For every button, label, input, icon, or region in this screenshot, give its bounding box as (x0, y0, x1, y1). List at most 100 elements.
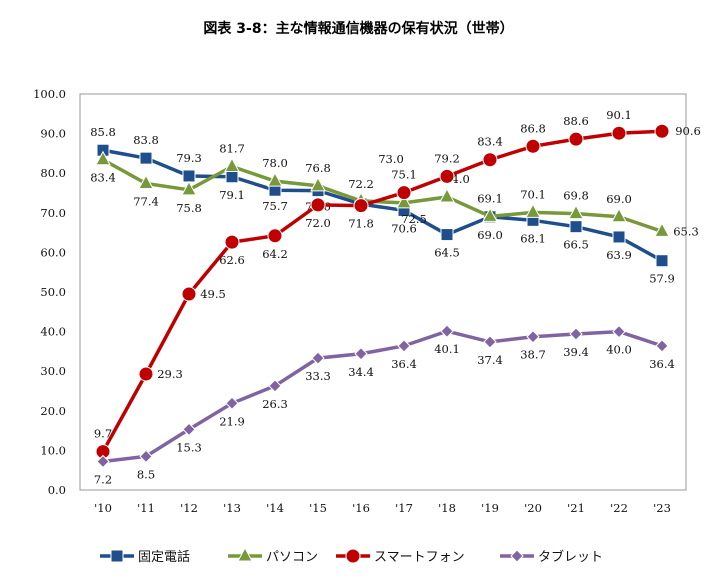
data-label: 90.6 (675, 124, 701, 138)
data-label: 57.9 (649, 272, 675, 286)
data-point (655, 339, 669, 353)
data-label: 68.1 (520, 231, 546, 245)
data-point (396, 193, 412, 209)
x-tick-label: '16 (352, 501, 370, 515)
data-label: 70.6 (391, 221, 417, 235)
data-label: 39.4 (563, 345, 589, 359)
data-label: 75.1 (391, 168, 417, 182)
legend-label: 固定電話 (138, 549, 190, 565)
y-tick-label: 50.0 (40, 285, 66, 299)
data-point (139, 151, 153, 165)
x-tick-label: '21 (567, 501, 585, 515)
data-point (440, 324, 454, 338)
x-tick-label: '20 (524, 501, 542, 515)
series-line (102, 148, 663, 263)
data-point (510, 549, 524, 563)
data-label: 34.4 (348, 365, 374, 379)
data-point (569, 220, 583, 234)
data-point (181, 286, 197, 302)
data-point (611, 125, 627, 141)
data-label: 69.0 (606, 192, 632, 206)
legend-label: タブレット (538, 549, 603, 565)
data-point (655, 254, 669, 268)
data-label: 76.8 (305, 161, 331, 175)
data-label: 83.4 (477, 135, 503, 149)
data-label: 63.9 (606, 248, 632, 262)
data-label: 70.1 (520, 187, 546, 201)
data-label: 40.0 (606, 343, 632, 357)
y-tick-label: 0.0 (48, 483, 66, 497)
data-label: 69.8 (563, 189, 589, 203)
y-tick-label: 70.0 (40, 206, 66, 220)
data-point (138, 174, 154, 189)
y-tick-label: 100.0 (33, 87, 66, 101)
x-tick-label: '17 (395, 501, 413, 515)
x-tick-label: '18 (438, 501, 456, 515)
data-label: 29.3 (157, 367, 183, 381)
data-label: 49.5 (200, 287, 226, 301)
data-point (654, 222, 670, 237)
data-label: 79.2 (434, 151, 460, 165)
data-point (568, 131, 584, 147)
data-label: 72.0 (305, 216, 331, 230)
data-label: 88.6 (563, 114, 589, 128)
series-1: 83.477.4 75.881.778.0 76.873.072.574.069.1… (90, 141, 699, 238)
data-point (525, 203, 541, 218)
data-label: 15.3 (176, 440, 202, 454)
data-point (397, 339, 411, 353)
data-label: 69.1 (477, 191, 503, 205)
x-tick-label: '22 (610, 501, 628, 515)
legend-item: スマートフォン (336, 548, 465, 565)
data-point (139, 449, 153, 464)
data-point (568, 204, 584, 220)
data-point (267, 172, 283, 187)
x-tick-label: '23 (653, 501, 671, 515)
data-point (612, 230, 626, 244)
data-point (96, 454, 110, 469)
data-label: 66.5 (563, 238, 589, 252)
data-point (439, 187, 455, 203)
y-tick-label: 10.0 (40, 443, 66, 457)
legend-item: 固定電話 (100, 549, 190, 565)
plot-area (79, 93, 687, 491)
x-tick-label: '11 (137, 501, 155, 515)
data-point (396, 185, 412, 201)
legend-item: タブレット (500, 549, 603, 565)
data-label: 8.5 (137, 467, 155, 481)
x-tick-label: '10 (94, 501, 112, 515)
data-label: 72.2 (348, 177, 374, 191)
data-label: 77.4 (133, 194, 159, 208)
data-point (654, 123, 670, 139)
data-point (354, 347, 368, 361)
data-point (569, 327, 583, 341)
data-point (612, 324, 626, 339)
data-label: 64.2 (262, 247, 288, 261)
data-label: 73.0 (378, 152, 404, 166)
data-label: 36.4 (649, 357, 675, 371)
y-tick-label: 20.0 (40, 404, 66, 418)
data-point (310, 176, 326, 192)
y-tick-label: 80.0 (40, 166, 66, 180)
y-tick-label: 60.0 (40, 245, 66, 259)
data-label: 40.1 (434, 342, 460, 356)
data-point (439, 168, 455, 184)
x-tick-label: '15 (309, 501, 327, 515)
data-label: 90.1 (606, 108, 632, 122)
data-point (138, 366, 154, 382)
data-point (181, 180, 197, 196)
data-point (526, 330, 540, 344)
data-point (482, 207, 498, 222)
data-label: 33.3 (305, 369, 331, 383)
data-label: 7.2 (94, 472, 112, 486)
data-point (182, 422, 196, 437)
series-3: 7.2 8.5 15.3 21.9 26.3 33.3 34.4 36.4 40.1 37.4 38… (94, 324, 675, 486)
data-label: 62.6 (219, 253, 245, 267)
data-label: 64.5 (434, 246, 460, 260)
data-label: 83.8 (133, 133, 159, 147)
data-point (525, 138, 541, 154)
data-label: 72.5 (401, 212, 427, 226)
legend-label: スマートフォン (374, 550, 465, 565)
data-point (482, 152, 498, 168)
data-point (345, 548, 361, 564)
